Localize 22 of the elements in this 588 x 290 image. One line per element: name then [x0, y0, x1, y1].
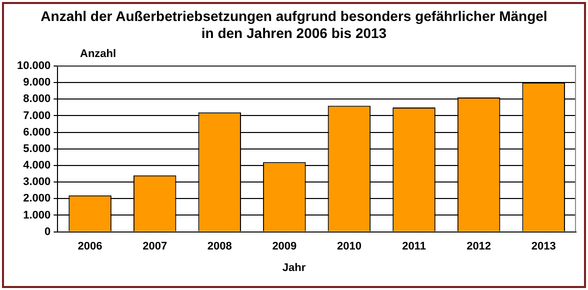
y-tick-label: 8.000	[23, 93, 51, 106]
chart-title: Anzahl der Außerbetriebsetzungen aufgrund besonders gefährlicher Mängel in den Jahren 2006 bis 2013	[40, 8, 548, 42]
x-axis-title: Jahr	[281, 262, 307, 274]
y-tick-label: 9.000	[23, 76, 51, 89]
x-tick-label: 2008	[207, 240, 232, 252]
x-tick-label: 2013	[531, 240, 556, 252]
y-tick-label: 10.000	[16, 60, 51, 72]
y-tick-label: 1.000	[23, 209, 51, 222]
y-tick-label: 4.000	[23, 160, 51, 172]
x-tick-label: 2006	[78, 240, 102, 252]
x-tick-label: 2012	[466, 240, 492, 252]
y-tick-label: 3.000	[23, 176, 51, 188]
x-tick-label: 2010	[336, 240, 362, 252]
x-tick-label: 2007	[142, 240, 168, 252]
y-tick-label: 7.000	[23, 110, 51, 122]
y-tick-label: 5.000	[23, 142, 51, 155]
x-tick-label: 2011	[402, 240, 426, 252]
x-tick-label: 2009	[272, 240, 297, 252]
y-tick-label: 0	[44, 226, 51, 238]
y-tick-label: 2.000	[23, 192, 51, 205]
y-tick-label: 6.000	[23, 126, 51, 138]
y-axis-title: Anzahl	[80, 48, 116, 60]
